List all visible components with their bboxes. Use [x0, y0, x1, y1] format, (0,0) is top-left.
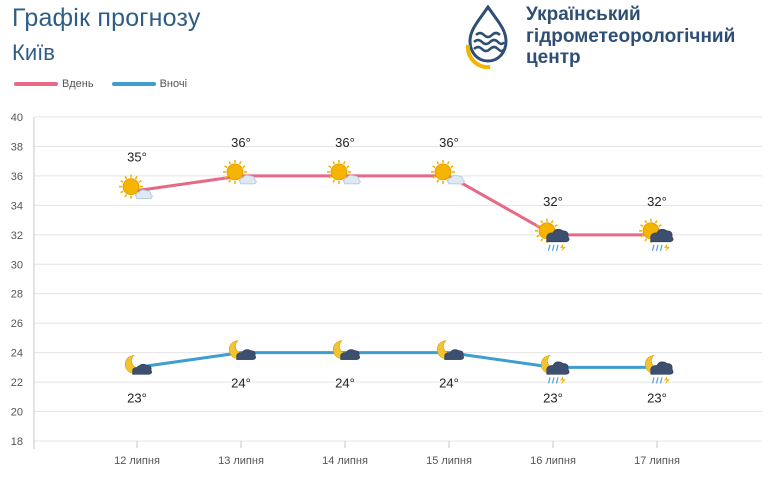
data-label-night: 24°: [231, 376, 251, 391]
legend-swatch-day: [14, 82, 58, 86]
sun-partly-cloudy-icon: [223, 159, 257, 185]
y-tick-label: 34: [11, 200, 23, 212]
x-tick-label: 17 липня: [634, 455, 680, 467]
series-line-day: [136, 174, 657, 237]
moon-cloud-rain-thunder-icon: [540, 355, 570, 385]
y-tick-label: 40: [11, 112, 23, 124]
x-tick-label: 13 липня: [218, 455, 264, 467]
data-label-day: 36°: [335, 135, 355, 150]
sun-cloud-rain-thunder-icon: [535, 218, 570, 252]
x-tick-label: 15 липня: [426, 455, 472, 467]
y-tick-label: 26: [11, 318, 23, 330]
data-label-day: 32°: [543, 194, 563, 209]
y-tick-label: 28: [11, 289, 23, 301]
chart-legend: Вдень Вночі: [14, 78, 205, 90]
sun-cloud-rain-thunder-icon: [639, 218, 674, 252]
data-label-day: 36°: [439, 135, 459, 150]
data-label-night: 23°: [543, 390, 563, 405]
x-tick-label: 16 липня: [530, 455, 576, 467]
y-tick-label: 30: [11, 259, 23, 271]
moon-cloud-icon: [124, 355, 152, 375]
x-tick-label: 14 липня: [322, 455, 368, 467]
data-label-night: 24°: [439, 376, 459, 391]
hydromet-drop-logo-icon: [465, 5, 508, 69]
data-label-night: 23°: [647, 390, 667, 405]
legend-item-day[interactable]: Вдень: [14, 78, 94, 90]
sun-partly-cloudy-icon: [119, 174, 153, 200]
sun-partly-cloudy-icon: [327, 159, 361, 185]
y-tick-label: 20: [11, 407, 23, 419]
sun-partly-cloudy-icon: [431, 159, 465, 185]
city-name: Київ: [12, 40, 55, 65]
page-title: Графік прогнозу: [12, 4, 201, 32]
organization-name-line2: гідрометеорологічний: [526, 25, 736, 47]
y-tick-label: 22: [11, 377, 23, 389]
data-label-day: 32°: [647, 194, 667, 209]
y-tick-label: 24: [11, 348, 23, 360]
data-label-night: 24°: [335, 376, 355, 391]
data-label-day: 35°: [127, 150, 147, 165]
y-tick-label: 36: [11, 171, 23, 183]
organization-name-line3: центр: [526, 47, 581, 68]
y-tick-label: 38: [11, 141, 23, 153]
data-label-day: 36°: [231, 135, 251, 150]
legend-label-day: Вдень: [62, 78, 94, 90]
moon-cloud-icon: [332, 340, 360, 360]
moon-cloud-icon: [436, 340, 464, 360]
organization-name: Український гідрометеорологічний центр: [526, 4, 735, 69]
legend-label-night: Вночі: [159, 78, 188, 90]
organization-name-line1: Український: [526, 4, 641, 25]
y-tick-label: 32: [11, 230, 23, 242]
x-tick-label: 12 липня: [114, 455, 160, 467]
legend-item-night[interactable]: Вночі: [111, 78, 188, 90]
data-label-night: 23°: [127, 390, 147, 405]
y-tick-label: 18: [11, 436, 23, 448]
moon-cloud-icon: [228, 340, 256, 360]
series-line-night: [136, 351, 657, 369]
moon-cloud-rain-thunder-icon: [644, 355, 674, 385]
legend-swatch-night: [111, 82, 156, 86]
